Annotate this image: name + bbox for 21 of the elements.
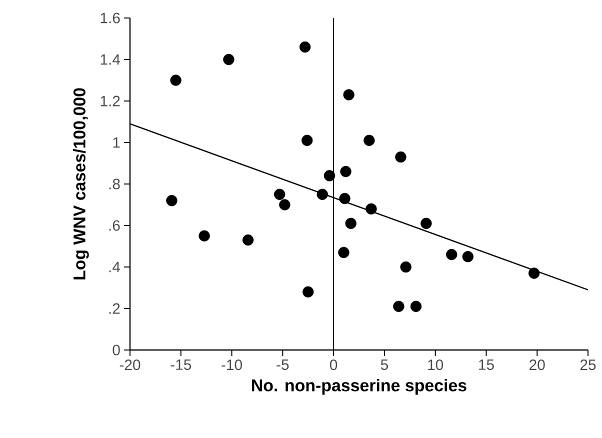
- x-tick-label: 15: [479, 360, 494, 370]
- x-axis-title: No. non-passerine species: [252, 378, 466, 395]
- x-tick-label: 20: [530, 360, 545, 370]
- x-tick-label: 10: [428, 360, 444, 370]
- x-tick-label: 5: [380, 360, 388, 370]
- x-tick-label: 0: [330, 360, 338, 370]
- y-axis-title: Log WNV cases/100,000: [73, 88, 89, 280]
- x-tick-label: -5: [276, 360, 289, 370]
- x-tick-label: -10: [222, 360, 242, 370]
- x-tick-label: -20: [120, 360, 140, 370]
- y-tick-label: 1.6: [100, 12, 120, 24]
- y-tick-label: 1.2: [100, 96, 120, 106]
- y-tick-label: .6: [109, 220, 120, 231]
- y-tick-label: .4: [109, 262, 120, 272]
- y-tick-label: .2: [109, 303, 120, 314]
- y-tick-label: 0: [112, 344, 120, 356]
- y-tick-label: 1.4: [100, 54, 120, 65]
- x-tick-label: 25: [580, 360, 596, 370]
- y-tick-label: .8: [109, 178, 120, 190]
- x-tick-label: -15: [170, 360, 192, 370]
- y-tick-label: 1: [113, 137, 120, 148]
